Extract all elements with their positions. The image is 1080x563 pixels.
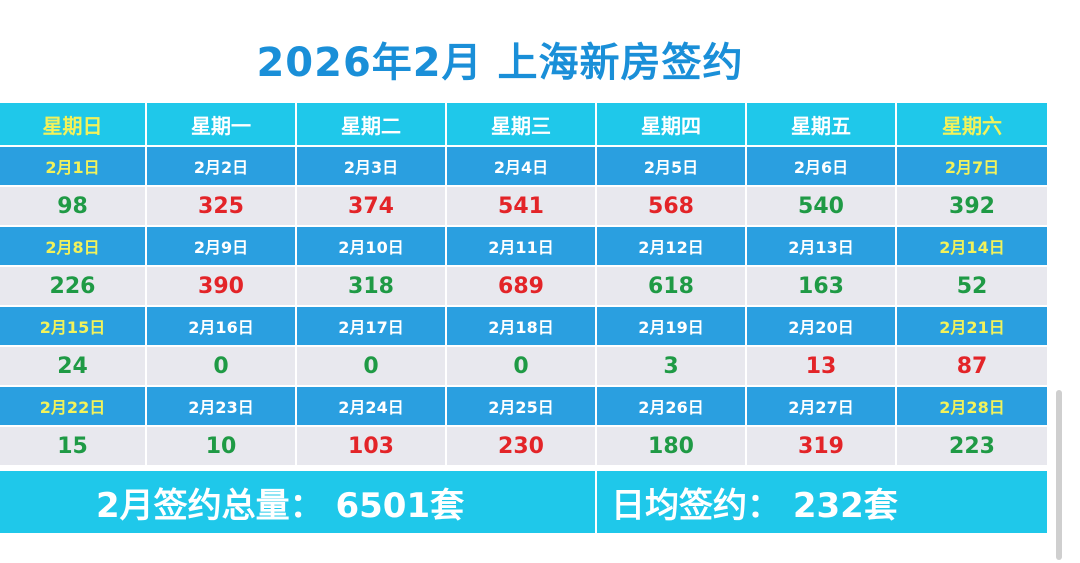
date-cell: 2月10日 [297, 227, 447, 267]
weekday-header-tue: 星期二 [297, 103, 447, 147]
date-cell: 2月3日 [297, 147, 447, 187]
daily-average: 日均签约： 232套 [597, 471, 1047, 533]
date-row: 2月22日 2月23日 2月24日 2月25日 2月26日 2月27日 2月28日 [0, 387, 1047, 427]
date-cell: 2月18日 [447, 307, 597, 347]
weekday-header-mon: 星期一 [147, 103, 297, 147]
signing-count-cell: 52 [897, 267, 1047, 307]
date-cell: 2月21日 [897, 307, 1047, 347]
value-row: 98 325 374 541 568 540 392 [0, 187, 1047, 227]
date-cell: 2月5日 [597, 147, 747, 187]
date-cell: 2月15日 [0, 307, 147, 347]
weeks-container: 2月1日 2月2日 2月3日 2月4日 2月5日 2月6日 2月7日 98 325 374 541 5… [0, 147, 1047, 467]
date-cell: 2月1日 [0, 147, 147, 187]
page-title: 2026年2月 上海新房签约 [256, 40, 744, 86]
date-cell: 2月16日 [147, 307, 297, 347]
signing-count-cell: 374 [297, 187, 447, 227]
value-row: 24 0 0 0 3 13 87 [0, 347, 1047, 387]
date-cell: 2月26日 [597, 387, 747, 427]
signing-count-cell: 163 [747, 267, 897, 307]
date-cell: 2月22日 [0, 387, 147, 427]
signing-count-cell: 87 [897, 347, 1047, 387]
date-cell: 2月13日 [747, 227, 897, 267]
date-cell: 2月14日 [897, 227, 1047, 267]
signing-count-cell: 3 [597, 347, 747, 387]
date-cell: 2月24日 [297, 387, 447, 427]
date-row: 2月1日 2月2日 2月3日 2月4日 2月5日 2月6日 2月7日 [0, 147, 1047, 187]
signing-count-cell: 392 [897, 187, 1047, 227]
signing-count-cell: 689 [447, 267, 597, 307]
value-row: 15 10 103 230 180 319 223 [0, 427, 1047, 467]
signing-count-cell: 0 [297, 347, 447, 387]
signing-count-cell: 98 [0, 187, 147, 227]
summary-bar: 2月签约总量： 6501套 日均签约： 232套 [0, 471, 1047, 533]
weekday-header-thu: 星期四 [597, 103, 747, 147]
weekday-header-row: 星期日 星期一 星期二 星期三 星期四 星期五 星期六 [0, 103, 1047, 147]
signing-count-cell: 541 [447, 187, 597, 227]
scrollbar[interactable] [1056, 390, 1062, 560]
date-cell: 2月17日 [297, 307, 447, 347]
weekday-header-wed: 星期三 [447, 103, 597, 147]
signing-count-cell: 226 [0, 267, 147, 307]
signing-count-cell: 568 [597, 187, 747, 227]
date-cell: 2月19日 [597, 307, 747, 347]
date-row: 2月8日 2月9日 2月10日 2月11日 2月12日 2月13日 2月14日 [0, 227, 1047, 267]
date-cell: 2月2日 [147, 147, 297, 187]
signing-count-cell: 103 [297, 427, 447, 467]
weekday-header-fri: 星期五 [747, 103, 897, 147]
date-row: 2月15日 2月16日 2月17日 2月18日 2月19日 2月20日 2月21日 [0, 307, 1047, 347]
date-cell: 2月25日 [447, 387, 597, 427]
weekday-header-sun: 星期日 [0, 103, 147, 147]
signing-count-cell: 0 [447, 347, 597, 387]
date-cell: 2月9日 [147, 227, 297, 267]
signing-count-cell: 180 [597, 427, 747, 467]
signing-count-cell: 390 [147, 267, 297, 307]
date-cell: 2月7日 [897, 147, 1047, 187]
signing-count-cell: 319 [747, 427, 897, 467]
signing-calendar-table: 星期日 星期一 星期二 星期三 星期四 星期五 星期六 2月1日 2月2日 2月3日… [0, 103, 1047, 467]
signing-count-cell: 0 [147, 347, 297, 387]
date-cell: 2月6日 [747, 147, 897, 187]
signing-count-cell: 230 [447, 427, 597, 467]
date-cell: 2月28日 [897, 387, 1047, 427]
signing-count-cell: 223 [897, 427, 1047, 467]
signing-count-cell: 15 [0, 427, 147, 467]
signing-count-cell: 540 [747, 187, 897, 227]
signing-count-cell: 10 [147, 427, 297, 467]
signing-count-cell: 13 [747, 347, 897, 387]
date-cell: 2月11日 [447, 227, 597, 267]
signing-count-cell: 618 [597, 267, 747, 307]
date-cell: 2月8日 [0, 227, 147, 267]
signing-count-cell: 325 [147, 187, 297, 227]
date-cell: 2月4日 [447, 147, 597, 187]
signing-count-cell: 24 [0, 347, 147, 387]
date-cell: 2月20日 [747, 307, 897, 347]
weekday-header-sat: 星期六 [897, 103, 1047, 147]
date-cell: 2月12日 [597, 227, 747, 267]
date-cell: 2月27日 [747, 387, 897, 427]
monthly-total: 2月签约总量： 6501套 [0, 471, 597, 533]
value-row: 226 390 318 689 618 163 52 [0, 267, 1047, 307]
signing-count-cell: 318 [297, 267, 447, 307]
date-cell: 2月23日 [147, 387, 297, 427]
